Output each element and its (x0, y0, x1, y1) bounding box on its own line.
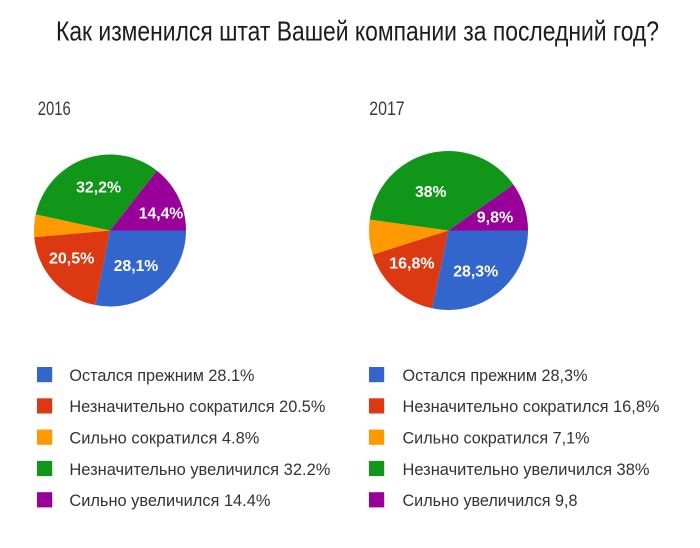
svg-text:Незначительно сократился 20.5%: Незначительно сократился 20.5% (69, 397, 325, 416)
svg-text:Остался прежним 28.1%: Остался прежним 28.1% (69, 366, 254, 385)
svg-text:28,1%: 28,1% (114, 258, 159, 275)
svg-text:2017: 2017 (369, 98, 405, 120)
svg-text:Сильно сократился 4.8%: Сильно сократился 4.8% (69, 429, 259, 448)
svg-text:32,2%: 32,2% (76, 180, 121, 197)
svg-text:Остался прежним 28,3%: Остался прежним 28,3% (403, 366, 588, 385)
svg-text:Сильно увеличился 9,8: Сильно увеличился 9,8 (403, 491, 578, 510)
svg-text:20,5%: 20,5% (49, 251, 94, 268)
svg-text:Незначительно увеличился 32.2%: Незначительно увеличился 32.2% (69, 460, 330, 479)
svg-text:38%: 38% (415, 184, 447, 201)
svg-text:Сильно увеличился 14.4%: Сильно увеличился 14.4% (69, 491, 270, 510)
svg-text:14,4%: 14,4% (139, 206, 184, 223)
svg-text:Незначительно увеличился 38%: Незначительно увеличился 38% (403, 460, 650, 479)
svg-text:2016: 2016 (38, 98, 71, 120)
svg-text:Незначительно сократился 16,8%: Незначительно сократился 16,8% (403, 397, 660, 416)
svg-text:Как изменился штат Вашей компа: Как изменился штат Вашей компании за пос… (56, 16, 659, 47)
svg-text:9,8%: 9,8% (477, 209, 514, 226)
svg-text:16,8%: 16,8% (389, 255, 434, 272)
svg-text:Сильно сократился 7,1%: Сильно сократился 7,1% (403, 429, 590, 448)
svg-text:28,3%: 28,3% (453, 263, 498, 280)
